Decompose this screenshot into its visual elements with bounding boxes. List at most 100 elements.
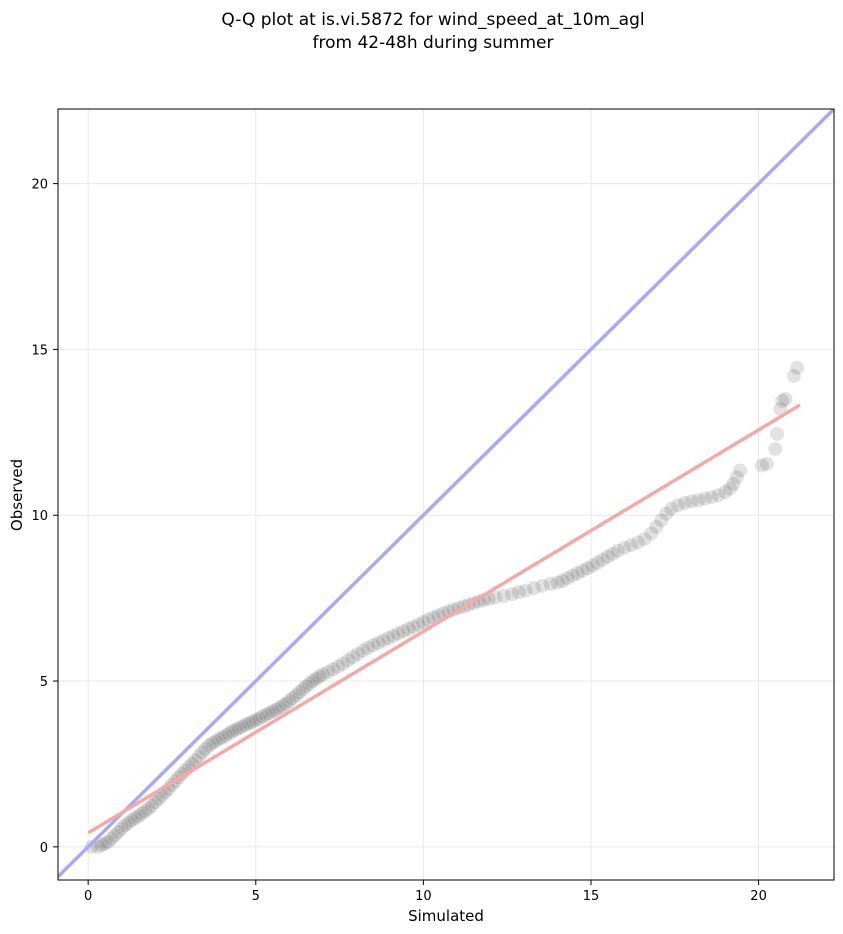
data-point: [617, 540, 632, 555]
data-point: [91, 839, 106, 854]
reference-lines: [58, 109, 834, 879]
data-point: [391, 626, 406, 641]
x-tick-label: 15: [583, 889, 600, 904]
data-point: [138, 804, 153, 819]
y-tick-label: 0: [40, 841, 48, 856]
data-point: [371, 635, 386, 650]
data-point: [684, 494, 699, 509]
data-point: [292, 685, 307, 700]
chart-title-line1: Q-Q plot at is.vi.5872 for wind_speed_at…: [221, 10, 644, 30]
data-point: [218, 728, 233, 743]
data-point: [376, 633, 391, 648]
data-point: [148, 795, 163, 810]
data-point: [84, 839, 99, 854]
data-point: [590, 555, 605, 570]
data-point: [272, 700, 287, 715]
data-point: [195, 745, 210, 760]
data-point: [141, 801, 156, 816]
data-point: [151, 791, 166, 806]
data-point: [144, 798, 159, 813]
data-point: [208, 734, 223, 749]
data-point: [691, 493, 706, 508]
data-point: [535, 578, 550, 593]
data-point: [191, 749, 206, 764]
data-point: [97, 836, 112, 851]
data-point: [600, 549, 615, 564]
x-tick-label: 10: [415, 889, 432, 904]
data-point: [107, 828, 122, 843]
data-point: [778, 392, 793, 407]
data-point: [215, 730, 230, 745]
data-point: [729, 470, 744, 485]
x-axis-ticks: 0 5 10 15 20: [84, 880, 767, 904]
data-point: [278, 696, 293, 711]
y-tick-label: 5: [40, 675, 48, 690]
fit-line: [88, 404, 801, 834]
data-point: [775, 393, 790, 408]
data-point: [637, 532, 652, 547]
data-point: [131, 808, 146, 823]
data-point: [104, 831, 119, 846]
data-point: [421, 612, 436, 627]
data-point: [252, 711, 267, 726]
data-point: [518, 583, 533, 598]
data-point: [704, 489, 719, 504]
grid: [58, 109, 834, 880]
data-point: [711, 488, 726, 503]
data-point: [225, 724, 240, 739]
data-point: [295, 682, 310, 697]
y-axis-ticks: 0 5 10 15 20: [31, 178, 58, 856]
data-point: [649, 519, 664, 534]
data-point: [550, 575, 565, 590]
identity-line: [58, 109, 834, 879]
data-point: [238, 717, 253, 732]
data-point: [768, 441, 783, 456]
plot-frame: [57, 108, 835, 881]
data-point: [624, 538, 639, 553]
data-point: [401, 621, 416, 636]
data-point: [312, 669, 327, 684]
data-point: [565, 568, 580, 583]
data-point: [211, 732, 226, 747]
data-point: [282, 693, 297, 708]
data-point: [406, 619, 421, 634]
y-tick-label: 10: [31, 509, 48, 524]
data-point: [677, 495, 692, 510]
data-point: [770, 426, 785, 441]
data-point: [262, 706, 277, 721]
data-point: [114, 821, 129, 836]
data-point: [265, 704, 280, 719]
data-point: [575, 563, 590, 578]
data-point: [288, 688, 303, 703]
data-point: [560, 571, 575, 586]
data-point: [351, 646, 366, 661]
data-points: [84, 360, 805, 854]
data-point: [248, 713, 263, 728]
data-point: [595, 552, 610, 567]
data-point: [285, 691, 300, 706]
data-point: [101, 834, 116, 849]
data-point: [305, 674, 320, 689]
chart-title-line2: from 42-48h during summer: [313, 33, 554, 53]
data-point: [723, 481, 738, 496]
data-point: [228, 722, 243, 737]
data-point: [426, 610, 441, 625]
data-point: [366, 638, 381, 653]
data-point: [526, 581, 541, 596]
data-point: [111, 824, 126, 839]
x-tick-label: 20: [750, 889, 767, 904]
data-point: [361, 640, 376, 655]
data-point: [664, 501, 679, 516]
data-point: [325, 662, 340, 677]
data-point: [275, 698, 290, 713]
data-point: [726, 476, 741, 491]
data-point: [330, 659, 345, 674]
data-point: [258, 707, 273, 722]
data-point: [580, 561, 595, 576]
data-point: [754, 458, 769, 473]
data-point: [511, 585, 526, 600]
data-point: [124, 813, 139, 828]
data-point: [235, 719, 250, 734]
data-point: [128, 810, 143, 825]
